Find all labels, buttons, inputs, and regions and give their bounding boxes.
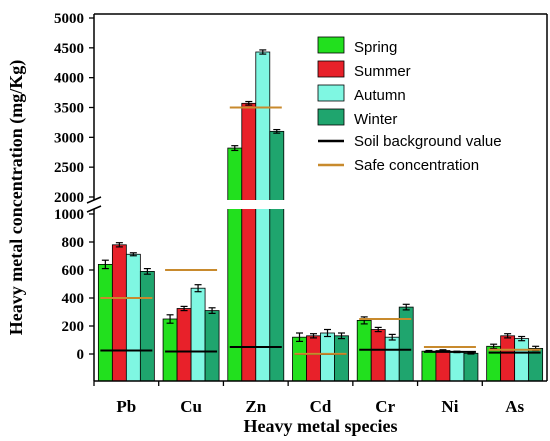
bar-spring-cu [162,318,178,382]
x-axis-title: Heavy metal species [244,416,398,436]
legend-label-summer: Summer [354,63,411,80]
y-tick-label: 200 [62,319,85,335]
legend-swatch-spring [317,36,345,54]
bar-autumn-cr [384,336,400,382]
legend-swatch-autumn [317,84,345,102]
bar-summer-cr [370,329,386,382]
bar-winter-pb [139,270,155,382]
bar-summer-cd [306,335,321,382]
bar-autumn-as [514,338,530,382]
x-tick-label-cr: Cr [375,397,395,416]
bar-autumn-cd [320,332,335,382]
y-tick-label: 3000 [54,130,84,146]
y-tick-label: 800 [62,235,85,251]
bar-autumn-cu [190,287,206,382]
bar-winter-cu [204,310,220,382]
bar-summer-cu [176,308,192,382]
bar-spring-cd [292,336,307,382]
y-tick-label: 2500 [54,160,84,176]
bar-summer-pb [111,244,127,382]
bar-winter-cd [334,335,349,382]
legend-label-spring: Spring [354,39,397,56]
y-axis-title: Heavy metal concentration (mg/Kg) [6,60,27,335]
bar-winter-ni [463,352,479,382]
bar-summer-as [500,335,516,382]
x-tick-label-cu: Cu [180,397,202,416]
y-tick-label: 4000 [54,71,84,87]
x-tick-label-ni: Ni [441,397,458,416]
y-tick-label: 2000 [54,190,84,206]
y-tick-label: 400 [62,291,85,307]
legend-swatch-summer [317,60,345,78]
legend-label-autumn: Autumn [354,87,406,104]
y-tick-label: 4500 [54,41,84,57]
bar-autumn-zn [255,51,271,382]
y-tick-label: 600 [62,263,85,279]
legend: Spring Summer Autumn Winter Soil background … [317,36,502,174]
y-tick-label: 3500 [54,101,84,117]
bar-summer-ni [435,350,451,382]
x-tick-label-zn: Zn [245,397,266,416]
legend-label-winter: Winter [354,111,397,128]
x-tick-label-as: As [505,397,524,416]
bar-autumn-pb [125,253,141,382]
y-axis-break-mark [86,196,102,204]
legend-label-soil-background-value: Soil background value [354,133,502,150]
bar-spring-ni [421,350,437,382]
bar-autumn-ni [449,351,465,382]
bar-spring-as [486,345,502,382]
y-axis-break-mark [86,205,102,213]
legend-swatch-winter [317,108,345,126]
axis-break-band [95,200,546,209]
bar-summer-zn [241,102,257,382]
y-tick-label: 5000 [54,11,84,27]
bar-spring-pb [97,263,113,382]
x-tick-label-pb: Pb [116,397,136,416]
legend-label-safe-concentration: Safe concentration [354,157,479,174]
y-tick-label: 0 [77,347,85,363]
y-tick-label: 1000 [54,207,84,223]
x-tick-label-cd: Cd [310,397,332,416]
bar-winter-zn [269,130,285,382]
